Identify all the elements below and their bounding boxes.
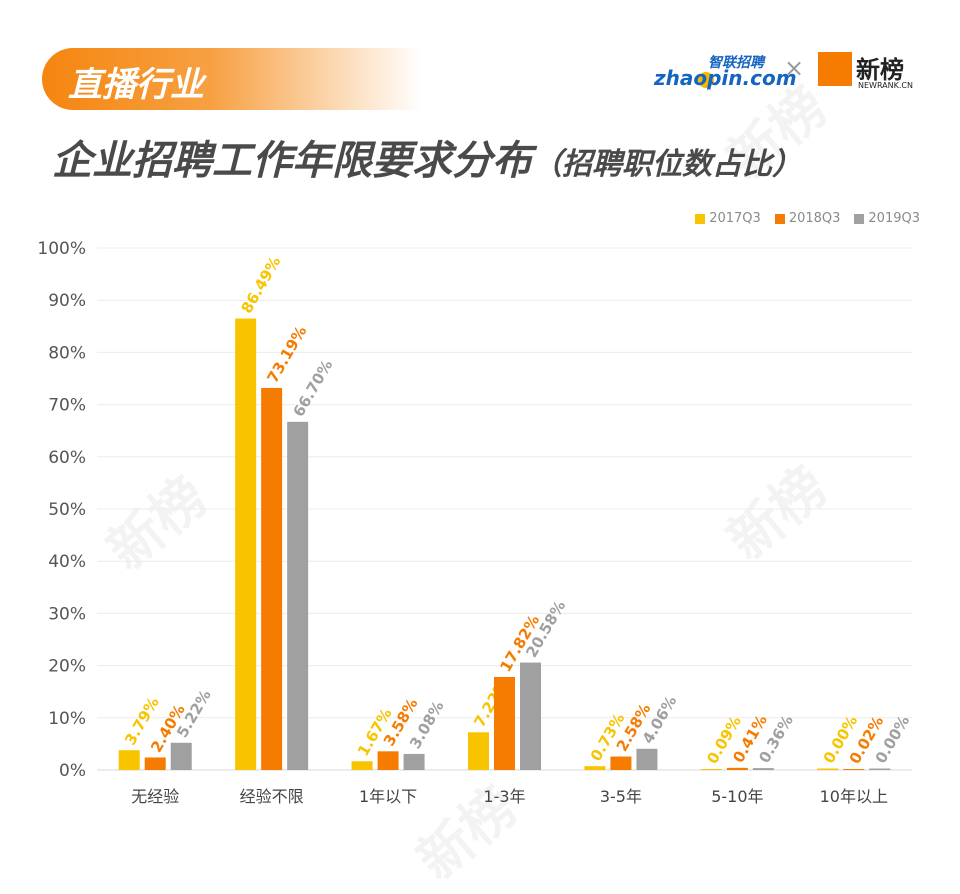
bar	[843, 769, 865, 770]
legend-item-2018q3: 2018Q3	[774, 211, 841, 226]
bar	[752, 768, 774, 770]
page-title: 企业招聘工作年限要求分布（招聘职位数占比）	[52, 128, 802, 186]
y-tick-label: 50%	[48, 500, 86, 520]
bar	[351, 761, 373, 770]
industry-tag: 直播行业	[42, 48, 422, 110]
bar	[118, 750, 140, 770]
x-tick-label: 1年以下	[359, 787, 417, 806]
x-tick-label: 3-5年	[600, 787, 642, 806]
legend-label-2019q3: 2019Q3	[868, 211, 920, 226]
legend-swatch-2019q3	[854, 213, 865, 224]
bar	[377, 751, 399, 770]
x-tick-label: 1-3年	[483, 787, 525, 806]
y-tick-label: 80%	[48, 343, 86, 363]
y-tick-label: 40%	[48, 552, 86, 572]
legend-label-2017q3: 2017Q3	[709, 211, 761, 226]
bar	[468, 732, 489, 770]
y-tick-label: 90%	[48, 291, 86, 311]
industry-tag-label: 直播行业	[68, 65, 204, 105]
y-tick-label: 60%	[48, 448, 86, 468]
zhaopin-logo-en: zhaopin.com	[654, 66, 797, 90]
newrank-logo: 新榜 NEWRANK.CN	[818, 50, 918, 94]
bar	[144, 757, 166, 770]
y-tick-label: 100%	[37, 239, 86, 259]
bar	[403, 753, 425, 770]
x-tick-label: 5-10年	[711, 787, 763, 806]
data-label: 66.70%	[290, 357, 337, 420]
bar	[170, 742, 192, 770]
newrank-logo-cn: 新榜	[856, 56, 904, 84]
x-tick-label: 无经验	[131, 787, 179, 806]
bar	[700, 769, 722, 770]
bar	[520, 662, 541, 770]
newrank-mark-icon	[818, 52, 852, 86]
y-tick-label: 30%	[48, 604, 86, 624]
bar	[494, 676, 515, 770]
data-label: 86.49%	[238, 253, 285, 316]
bar	[636, 748, 658, 770]
bar	[817, 768, 839, 770]
zhaopin-logo: 智联招聘 zhaopin.com	[654, 52, 797, 92]
title-main: 企业招聘工作年限要求分布	[52, 138, 532, 184]
y-tick-label: 0%	[59, 761, 86, 781]
y-tick-label: 70%	[48, 396, 86, 416]
data-label: 73.19%	[264, 323, 311, 386]
newrank-logo-en: NEWRANK.CN	[858, 81, 913, 90]
legend-swatch-2017q3	[695, 213, 706, 224]
y-tick-label: 20%	[48, 657, 86, 677]
zhaopin-logo-dot	[698, 72, 714, 88]
legend-item-2019q3: 2019Q3	[854, 211, 920, 226]
legend-label-2018q3: 2018Q3	[788, 211, 841, 226]
legend-swatch-2018q3	[774, 213, 785, 224]
bar	[610, 756, 632, 770]
x-tick-label: 经验不限	[240, 787, 304, 806]
y-tick-label: 10%	[48, 709, 86, 729]
bar	[584, 766, 606, 770]
logo-separator-icon: ×	[784, 54, 805, 82]
chart-legend: 2017Q3 2018Q3 2019Q3	[695, 211, 920, 226]
zhaopin-logo-cn: 智联招聘	[708, 55, 764, 71]
bar	[869, 768, 891, 770]
bar-chart: 0%10%20%30%40%50%60%70%80%90%100%无经验3.79…	[37, 239, 913, 806]
bar	[235, 318, 257, 770]
bar	[287, 421, 309, 770]
bar	[726, 767, 748, 770]
legend-item-2017q3: 2017Q3	[695, 211, 761, 226]
title-subtitle: （招聘职位数占比）	[532, 147, 802, 182]
bar	[261, 387, 283, 770]
x-tick-label: 10年以上	[820, 787, 888, 806]
